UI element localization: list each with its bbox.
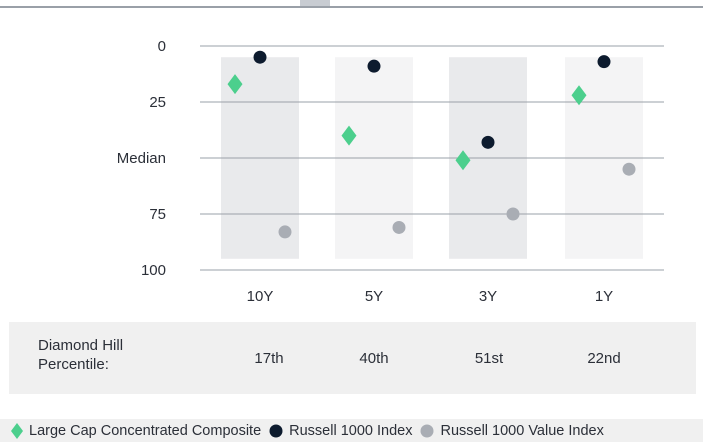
top-rule [0,0,703,8]
x-tick-label-5y: 5Y [365,288,383,305]
legend-label-russell-1000: Russell 1000 Index [289,422,413,439]
percentile-table-label: Diamond Hill Percentile: [38,337,124,373]
diamond-marker-icon [11,422,23,439]
point-large-cap-concentrated-composite-3y [455,150,471,171]
legend-label-composite: Large Cap Concentrated Composite [29,422,262,439]
legend-item-composite: Large Cap Concentrated Composite [11,422,262,439]
percentile-cell-3y: 51st [474,350,504,367]
point-russell-1000-value-index-1y [622,162,636,176]
point-russell-1000-value-index-3y [506,207,520,221]
point-russell-1000-index-10y [253,50,267,64]
percentile-cell-1y: 22nd [587,350,621,367]
y-tick-label-75: 75 [149,206,166,223]
percentile-table: Diamond Hill Percentile: 17th 40th 51st … [9,322,696,394]
y-tick-label-25: 25 [149,94,166,111]
point-russell-1000-index-1y [597,55,611,69]
legend-label-russell-1000-value: Russell 1000 Value Index [440,422,604,439]
dark-circle-marker-icon [269,424,283,437]
top-rule-line [0,6,703,8]
percentile-chart: 0 25 Median 75 100 10Y 5Y 3Y 1Y [117,38,664,305]
legend-item-russell-1000-value: Russell 1000 Value Index [420,422,604,439]
point-russell-1000-value-index-10y [278,225,292,239]
point-russell-1000-index-3y [481,135,495,149]
top-rule-tab [300,0,330,6]
y-tick-label-median: Median [117,150,166,167]
point-large-cap-concentrated-composite-10y [227,74,243,95]
y-tick-label-0: 0 [158,38,166,55]
x-tick-label-1y: 1Y [595,288,613,305]
point-russell-1000-value-index-5y [392,220,406,234]
y-tick-label-100: 100 [141,262,166,279]
percentile-cell-10y: 17th [254,350,284,367]
gray-circle-marker-icon [420,424,434,437]
x-tick-label-3y: 3Y [479,288,497,305]
point-russell-1000-index-5y [367,59,381,73]
legend-item-russell-1000: Russell 1000 Index [269,423,412,439]
point-large-cap-concentrated-composite-5y [341,125,357,146]
chart-legend: Large Cap Concentrated Composite Russell… [0,419,703,442]
percentile-cell-5y: 40th [359,350,389,367]
x-tick-label-10y: 10Y [247,288,274,305]
point-large-cap-concentrated-composite-1y [571,85,587,106]
